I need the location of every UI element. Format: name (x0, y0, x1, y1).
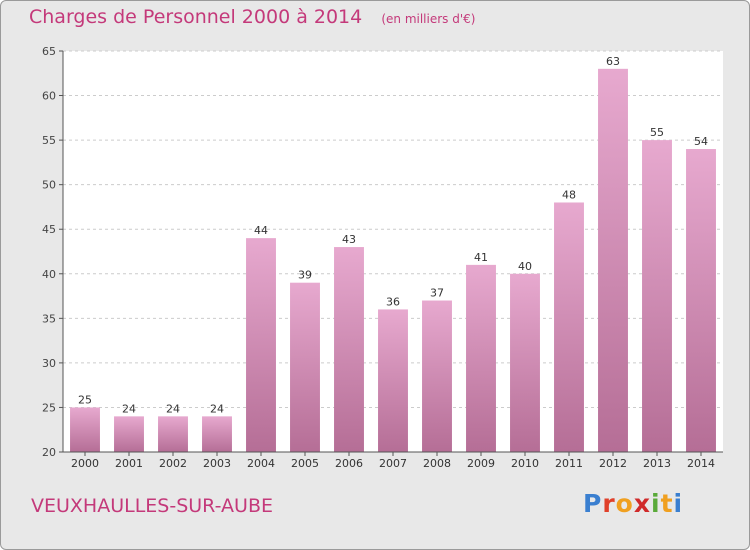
x-tick-label: 2008 (423, 457, 451, 470)
y-tick-label: 30 (42, 357, 56, 370)
axes: 20 25 30 35 40 45 50 55 60 65 2000 2001 2002 2003 2004… (42, 45, 723, 470)
bar (510, 273, 540, 452)
x-tick-label: 2000 (71, 457, 99, 470)
bar (642, 140, 672, 452)
bar (554, 202, 584, 452)
x-tick-label: 2012 (599, 457, 627, 470)
y-tick-label: 35 (42, 312, 56, 325)
y-tick-label: 45 (42, 223, 56, 236)
bar (334, 247, 364, 452)
data-label: 25 (78, 393, 92, 406)
data-label: 43 (342, 233, 356, 246)
gridlines (63, 50, 723, 408)
y-tick-label: 25 (42, 401, 56, 414)
x-tick-label: 2010 (511, 457, 539, 470)
x-tick-label: 2009 (467, 457, 495, 470)
logo-letter: i (651, 489, 661, 518)
logo-letter: x (633, 489, 651, 518)
proxiti-logo: Proxiti (583, 489, 683, 518)
bar (598, 68, 628, 453)
data-label: 24 (210, 402, 224, 415)
y-tick-label: 20 (42, 446, 56, 459)
logo-letter: P (583, 489, 603, 518)
y-tick-label: 50 (42, 179, 56, 192)
x-tick-label: 2013 (643, 457, 671, 470)
data-label: 63 (606, 55, 620, 68)
x-tick-label: 2006 (335, 457, 363, 470)
data-label: 55 (650, 126, 664, 139)
bar (114, 416, 144, 452)
data-label: 40 (518, 260, 532, 273)
bar (686, 149, 716, 452)
chart-title: Charges de Personnel 2000 à 2014 (29, 6, 363, 28)
bar (290, 282, 320, 452)
logo-letter: o (615, 489, 634, 518)
y-tick-label: 40 (42, 268, 56, 281)
x-tick-label: 2005 (291, 457, 319, 470)
data-label: 41 (474, 251, 488, 264)
chart-subtitle: (en milliers d'€) (381, 12, 476, 26)
data-label: 44 (254, 224, 268, 237)
bar (246, 238, 276, 452)
bar (466, 264, 496, 452)
bar (422, 300, 452, 452)
bars (70, 68, 716, 453)
x-tick-label: 2001 (115, 457, 143, 470)
x-tick-label: 2003 (203, 457, 231, 470)
logo-letter: r (602, 489, 616, 518)
bar (202, 416, 232, 452)
x-tick-label: 2002 (159, 457, 187, 470)
bar (378, 309, 408, 452)
x-tick-label: 2011 (555, 457, 583, 470)
x-tick-label: 2004 (247, 457, 275, 470)
data-label: 54 (694, 135, 708, 148)
y-tick-label: 55 (42, 134, 56, 147)
y-tick-label: 60 (42, 90, 56, 103)
data-label: 24 (122, 402, 136, 415)
data-labels: 25 24 24 24 44 39 43 36 37 41 40 48 63 55 54 (78, 55, 708, 416)
title-row: Charges de Personnel 2000 à 2014 (en mil… (29, 6, 475, 28)
data-label: 36 (386, 295, 400, 308)
bar (70, 407, 100, 452)
commune-name: VEUXHAULLES-SUR-AUBE (31, 495, 273, 517)
data-label: 48 (562, 188, 576, 201)
x-tick-label: 2007 (379, 457, 407, 470)
bar (158, 416, 188, 452)
data-label: 24 (166, 402, 180, 415)
y-tick-label: 65 (42, 45, 56, 58)
x-tick-label: 2014 (687, 457, 715, 470)
logo-letter: t (660, 489, 674, 518)
logo-letter: i (673, 489, 684, 518)
data-label: 37 (430, 287, 444, 300)
data-label: 39 (298, 269, 312, 282)
